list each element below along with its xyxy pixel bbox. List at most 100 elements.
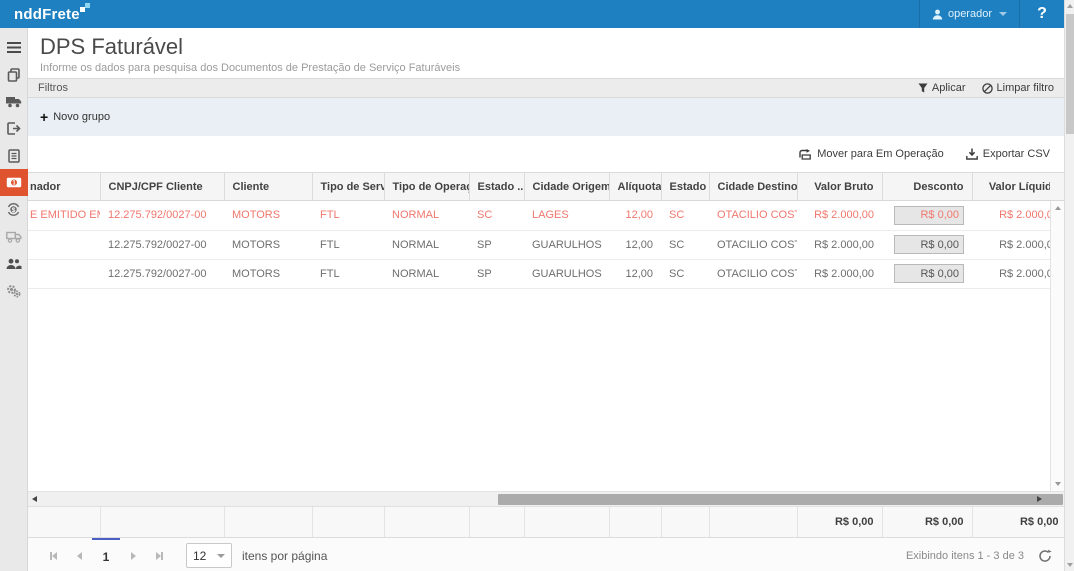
grid-horizontal-scrollbar[interactable] (28, 491, 1064, 506)
scrollbar-thumb[interactable] (498, 494, 1063, 505)
user-name: operador (947, 8, 992, 20)
scrollbar-thumb[interactable] (1066, 14, 1074, 134)
sign-out-icon[interactable] (0, 115, 28, 142)
download-icon (965, 148, 978, 160)
cell-aliquota: 12,00 (609, 259, 661, 289)
page-vertical-scrollbar[interactable] (1064, 0, 1074, 571)
cancel-circle-icon (981, 82, 993, 94)
column-header-cnpj-cpf-cliente[interactable]: CNPJ/CPF Cliente (100, 173, 225, 200)
cell-tipo-servico: FTL (312, 230, 384, 260)
apply-filter-button[interactable]: Aplicar (918, 82, 966, 94)
table-row[interactable]: 12.275.792/0027-00 MOTORS FTL NORMAL SP … (28, 230, 1050, 260)
pager-last-button[interactable] (146, 538, 172, 571)
page-size-select[interactable]: 12 (186, 543, 232, 568)
cell-estado-origem: SC (469, 201, 524, 231)
cell-desconto (882, 201, 972, 231)
column-header-valor-bruto[interactable]: Valor Bruto (797, 173, 883, 200)
document-icon[interactable] (0, 142, 28, 169)
cell-cidade-origem: LAGES (524, 201, 609, 231)
total-cell (224, 507, 313, 537)
clear-filter-button[interactable]: Limpar filtro (981, 82, 1054, 94)
column-header-cliente[interactable]: Cliente (224, 173, 313, 200)
total-cell (469, 507, 525, 537)
pager-next-button[interactable] (120, 538, 146, 571)
pager-prev-button[interactable] (66, 538, 92, 571)
pager-first-button[interactable] (40, 538, 66, 571)
column-header-estado-destino[interactable]: Estado ... (661, 173, 710, 200)
filter-group-area: + Novo grupo (28, 98, 1064, 136)
cell-valor-liquido: R$ 2.000,00 (972, 259, 1050, 289)
export-csv-label: Exportar CSV (982, 148, 1050, 160)
cell-tomador (28, 259, 100, 289)
help-button[interactable]: ? (1020, 0, 1064, 28)
scroll-down-arrow-icon[interactable] (1067, 563, 1073, 567)
topbar: nddFrete operador ? (0, 0, 1064, 28)
move-to-operation-button[interactable]: Mover para Em Operação (799, 148, 944, 160)
column-header-estado-origem[interactable]: Estado ... (469, 173, 525, 200)
cell-cidade-destino: OTACILIO COSTA (709, 201, 797, 231)
new-group-label: Novo grupo (53, 111, 111, 123)
cell-cidade-origem: GUARULHOS (524, 259, 609, 289)
column-header-cidade-origem[interactable]: Cidade Origem (524, 173, 610, 200)
sidebar: 1 $ (0, 28, 28, 571)
user-menu-button[interactable]: operador (918, 0, 1020, 28)
scroll-up-arrow-icon[interactable] (1055, 206, 1061, 210)
filters-bar: Filtros Aplicar Limpar filtro (28, 78, 1064, 98)
column-header-valor-liquido[interactable]: Valor Líquido (972, 173, 1050, 200)
column-header-tomador[interactable]: nador (28, 173, 101, 200)
refresh-button[interactable] (1038, 549, 1052, 563)
gears-icon[interactable] (0, 277, 28, 304)
table-row[interactable]: E EMITIDO EM A... 12.275.792/0027-00 MOT… (28, 201, 1050, 231)
seek-last-icon (155, 551, 161, 560)
cell-tipo-servico: FTL (312, 201, 384, 231)
column-header-desconto[interactable]: Desconto (882, 173, 973, 200)
total-valor-bruto: R$ 0,00 (797, 507, 883, 537)
cell-estado-origem: SP (469, 259, 524, 289)
cell-tomador (28, 230, 100, 260)
scroll-left-arrow-icon[interactable] (32, 496, 37, 502)
currency-sync-icon[interactable]: $ (0, 196, 28, 223)
filters-title: Filtros (38, 82, 68, 94)
move-arrow-icon (799, 148, 812, 160)
seek-first-icon (51, 551, 57, 560)
truck-box-icon[interactable] (0, 223, 28, 250)
desconto-input[interactable] (894, 264, 964, 283)
menu-icon[interactable] (0, 34, 28, 61)
column-header-cidade-destino[interactable]: Cidade Destino (709, 173, 798, 200)
scroll-down-arrow-icon[interactable] (1055, 482, 1061, 486)
cell-estado-origem: SP (469, 230, 524, 260)
page-subtitle: Informe os dados para pesquisa dos Docum… (40, 62, 461, 74)
chevron-down-icon (999, 12, 1007, 16)
scroll-right-arrow-icon[interactable] (1037, 496, 1042, 502)
clear-filter-label: Limpar filtro (996, 82, 1054, 94)
grid-vertical-scrollbar[interactable] (1050, 201, 1064, 491)
copy-documents-icon[interactable] (0, 61, 28, 88)
column-header-tipo-servico[interactable]: Tipo de Serviço (312, 173, 385, 200)
cell-estado-destino: SC (661, 201, 709, 231)
cell-aliquota: 12,00 (609, 201, 661, 231)
cell-tomador: E EMITIDO EM A... (28, 201, 100, 231)
table-row[interactable]: 12.275.792/0027-00 MOTORS FTL NORMAL SP … (28, 259, 1050, 289)
total-cell (384, 507, 470, 537)
column-header-aliquota[interactable]: Alíquota (%) (609, 173, 662, 200)
pager-page-1[interactable]: 1 (92, 538, 120, 571)
money-bill-icon[interactable]: 1 (0, 169, 28, 196)
users-icon[interactable] (0, 250, 28, 277)
plus-icon: + (40, 109, 49, 125)
scroll-up-arrow-icon[interactable] (1067, 4, 1073, 8)
cell-estado-destino: SC (661, 230, 709, 260)
new-group-button[interactable]: + Novo grupo (40, 110, 110, 124)
move-to-operation-label: Mover para Em Operação (817, 148, 944, 160)
chevron-down-icon (217, 553, 225, 558)
cell-cnpj: 12.275.792/0027-00 (100, 230, 224, 260)
truck-icon[interactable] (0, 88, 28, 115)
cell-valor-bruto: R$ 2.000,00 (797, 201, 882, 231)
app-logo[interactable]: nddFrete (14, 2, 90, 23)
desconto-input[interactable] (894, 235, 964, 254)
desconto-input[interactable] (894, 205, 964, 225)
export-csv-button[interactable]: Exportar CSV (965, 148, 1050, 160)
filter-funnel-icon (918, 83, 928, 93)
column-header-tipo-operacao[interactable]: Tipo de Operação (384, 173, 470, 200)
grid-totals-row: R$ 0,00 R$ 0,00 R$ 0,00 (28, 506, 1064, 537)
refresh-icon (1039, 549, 1052, 562)
